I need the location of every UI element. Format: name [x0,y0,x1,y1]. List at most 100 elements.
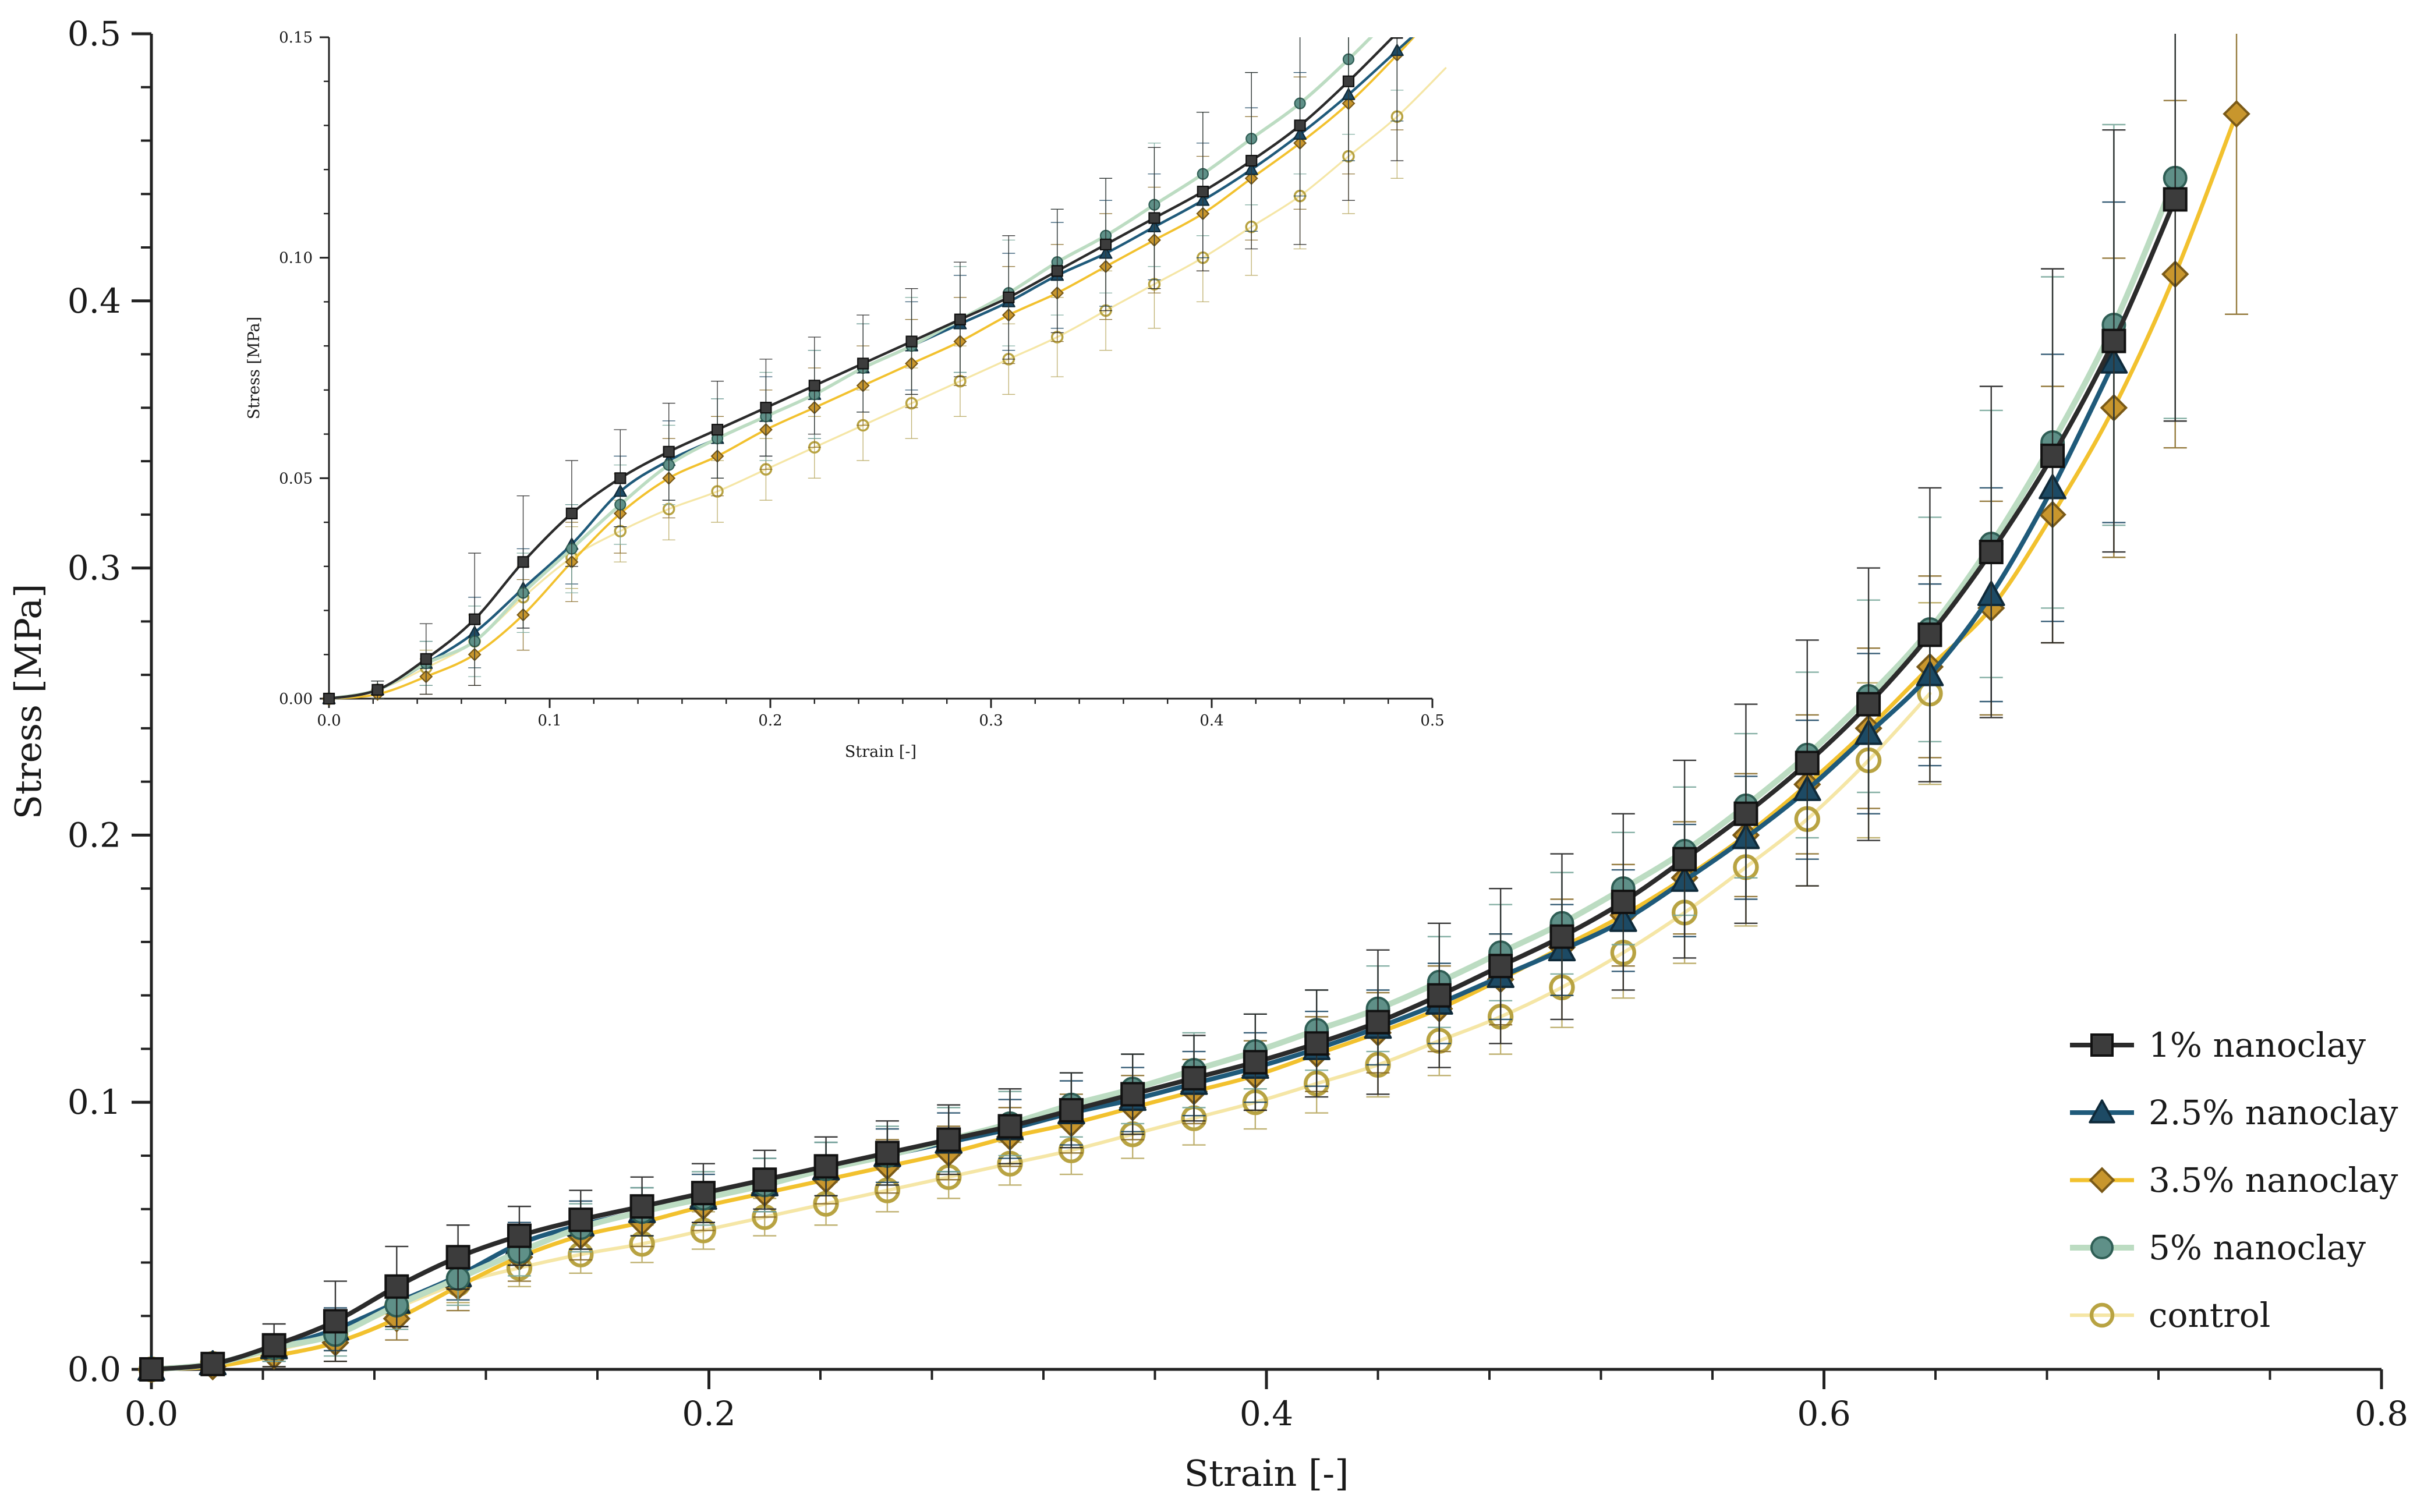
inset-plot-x-tick-label: 0.3 [979,712,1003,730]
main-plot-y-tick-label: 0.2 [68,815,121,855]
inset-plot-point-1-nanoclay [1148,212,1160,224]
inset-plot-point-1-nanoclay [614,472,627,484]
main-plot-point-1-nanoclay [1304,1031,1329,1056]
main-plot-series-control [138,602,1943,1383]
main-plot-y-tick-label: 0.4 [68,281,121,321]
main-plot-y-tick-label: 0.3 [68,548,121,588]
main-plot-point-1-nanoclay [261,1333,286,1358]
main-plot-point-1-nanoclay [1917,622,1942,647]
inset-plot-point-1-nanoclay [517,556,529,568]
legend-item-1-nanoclay: 1% nanoclay [2070,1025,2366,1065]
main-plot-point-1-nanoclay [1856,692,1881,717]
inset-plot-point-1-nanoclay [420,653,432,665]
inset-plot-x-tick-label: 0.0 [317,712,341,730]
inset-plot-point-1-nanoclay [1294,119,1306,132]
main-plot-series-line-1-nanoclay [149,197,2178,1372]
inset-plot-y-tick-label: 0.00 [279,691,313,708]
legend-label: 2.5% nanoclay [2149,1093,2398,1132]
main-plot-point-1-nanoclay [1611,890,1636,915]
inset-plot-point-1-nanoclay [857,357,869,370]
main-plot-x-axis-label: Strain [-] [1184,1452,1349,1495]
main-plot-x-tick-label: 0.4 [1240,1394,1293,1433]
main-plot-point-1-nanoclay [1979,540,2004,565]
legend-marker-1-nanoclay [2090,1033,2114,1057]
main-plot-point-1-nanoclay [936,1127,961,1152]
legend-item-5-nanoclay: 5% nanoclay [2070,1228,2366,1267]
inset-plot-y-tick-label: 0.05 [279,470,313,487]
main-plot-point-1-nanoclay [507,1223,532,1248]
main-plot-point-1-nanoclay [2163,187,2188,212]
legend-marker-3-5-nanoclay [2089,1167,2115,1194]
inset-plot-point-1-nanoclay [1197,185,1209,198]
main-plot-series-1-nanoclay [139,34,2188,1382]
main-plot-y-tick-label: 0.1 [68,1082,121,1122]
inset-plot-point-1-nanoclay [1245,154,1258,167]
main-plot-point-1-nanoclay [323,1309,348,1334]
inset-plot-point-1-nanoclay [1099,238,1112,251]
main-plot-series-line-control [150,692,1932,1371]
main-plot-point-1-nanoclay [691,1181,716,1206]
main-plot-x-tick-label: 0.6 [1797,1394,1850,1433]
main-plot-point-1-nanoclay [200,1351,225,1376]
inset-plot-point-1-nanoclay [1003,291,1015,303]
legend-marker-2-5-nanoclay [2089,1099,2115,1124]
inset-plot-point-1-nanoclay [905,335,918,348]
main-plot-point-1-nanoclay [1488,954,1513,979]
main-plot: 0.0 0.2 0.4 0.6 0.8 0.0 0.1 0.2 0.3 0.4 0.5 Strain … [7,14,2408,1495]
inset-plot-error-bar [1390,37,1404,161]
inset-plot-series-2-5-nanoclay [322,37,1414,704]
main-plot-point-1-nanoclay [1059,1097,1084,1123]
inset-plot-point-1-nanoclay [711,423,724,436]
inset-plot-point-1-nanoclay [323,692,335,705]
main-plot-point-1-nanoclay [752,1167,777,1192]
inset-plot-x-axis-label: Strain [-] [845,743,916,761]
inset-plot-series-line-1-nanoclay [327,37,1395,700]
main-plot-x-tick-label: 0.2 [682,1394,735,1433]
legend-label: control [2149,1295,2270,1335]
main-plot-point-1-nanoclay [384,1274,409,1299]
inset-plot-series-line-control [328,67,1447,700]
main-plot-point-1-nanoclay [1795,750,1820,776]
main-plot-point-1-nanoclay [2040,443,2065,468]
main-plot-data [137,34,2250,1383]
inset-plot-point-1-nanoclay [954,313,967,325]
main-plot-point-1-nanoclay [1120,1082,1145,1107]
main-plot-point-1-nanoclay [1549,924,1574,949]
main-plot-series-line-2-5-nanoclay [149,360,2117,1372]
main-plot-point-1-nanoclay [1672,847,1697,872]
inset-plot-y-tick-label: 0.15 [279,29,313,47]
legend-label: 1% nanoclay [2149,1025,2366,1065]
main-plot-point-1-nanoclay [1427,983,1452,1008]
inset-plot-x-tick-label: 0.5 [1420,712,1444,730]
main-plot-point-1-nanoclay [997,1114,1022,1139]
main-plot-y-axis-label: Stress [MPa] [7,584,49,820]
inset-plot-point-1-nanoclay [1391,37,1403,39]
inset-plot-point-5-nanoclay [1392,6,1402,16]
inset-plot-series-1-nanoclay [323,37,1404,705]
inset-plot-data [322,6,1447,706]
main-plot-y-tick-label: 0.5 [68,14,121,54]
legend: 1% nanoclay 2.5% nanoclay 3.5% nanoclay 5% … [2070,1025,2398,1335]
inset-plot-point-1-nanoclay [371,684,384,696]
inset-plot-x-tick-label: 0.4 [1199,712,1223,730]
main-plot-point-1-nanoclay [813,1154,838,1179]
main-plot-x-tick-label: 0.8 [2355,1394,2408,1433]
inset-plot-point-1-nanoclay [1051,265,1063,277]
main-plot-point-1-nanoclay [875,1141,900,1166]
main-plot-point-1-nanoclay [1243,1050,1268,1075]
inset-plot-y-axis-label: Stress [MPa] [245,317,263,419]
main-plot-point-1-nanoclay [629,1194,654,1219]
main-plot-point-1-nanoclay [1365,1010,1390,1035]
inset-plot-point-1-nanoclay [469,613,481,625]
legend-label: 3.5% nanoclay [2149,1160,2398,1200]
inset-plot-y-tick-label: 0.10 [279,250,313,267]
legend-marker-5-nanoclay [2090,1236,2114,1259]
legend-marker-control [2089,1302,2115,1328]
inset-plot-point-1-nanoclay [808,380,820,392]
main-plot-y-tick-label: 0.0 [68,1350,121,1389]
main-plot-point-1-nanoclay [2101,328,2126,353]
legend-item-control: control [2070,1295,2270,1335]
legend-item-3-5-nanoclay: 3.5% nanoclay [2070,1160,2398,1200]
